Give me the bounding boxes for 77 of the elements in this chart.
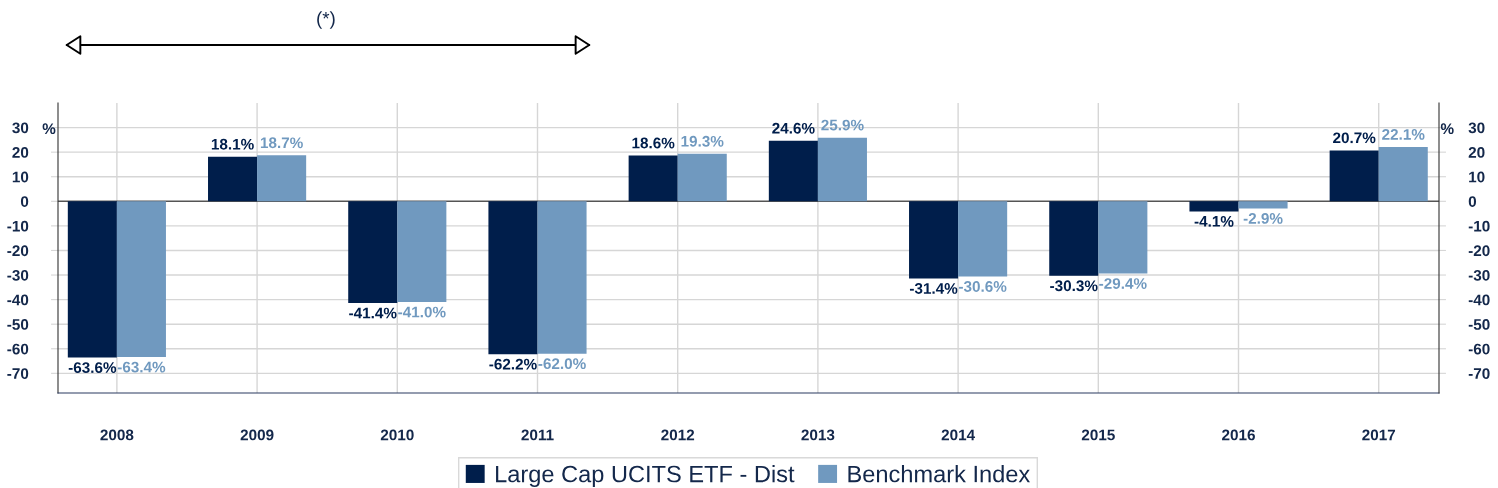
y-axis-title: % (42, 123, 56, 135)
bar (628, 155, 678, 202)
x-tick-label: 2014 (941, 429, 976, 441)
data-label: -2.9% (1243, 213, 1283, 224)
data-label: -31.4% (909, 283, 958, 294)
y2-tick-label: 30 (1468, 122, 1485, 134)
bar (768, 140, 818, 202)
y2-tick-label: -20 (1468, 245, 1490, 257)
data-label: 19.3% (681, 135, 724, 147)
data-label: 24.6% (772, 122, 815, 134)
y2-tick-label: -30 (1468, 269, 1490, 281)
bar (1098, 201, 1148, 274)
data-label: -63.4% (117, 361, 166, 373)
y-tick-label: 30 (12, 122, 29, 134)
bar (1238, 201, 1288, 209)
y-tick-label: 10 (12, 171, 29, 183)
x-tick-label: 2016 (1222, 429, 1255, 441)
y-tick-label: -50 (7, 319, 29, 330)
y-tick-label: -30 (7, 269, 29, 281)
y-tick-label: -70 (7, 368, 29, 380)
y-tick-label: -10 (7, 220, 29, 232)
data-label: -30.6% (959, 281, 1007, 292)
bar (958, 201, 1008, 277)
data-label: 18.1% (211, 138, 254, 150)
data-label: 20.7% (1333, 132, 1376, 144)
y-tick-label: 20 (12, 147, 29, 158)
x-tick-label: 2012 (661, 429, 695, 441)
data-label: 18.6% (632, 137, 675, 149)
y-tick-label: -60 (7, 343, 29, 355)
y2-tick-label: -60 (1468, 343, 1490, 355)
y2-tick-label: -10 (1468, 220, 1490, 232)
bar (348, 201, 398, 304)
bar (116, 201, 166, 358)
y2-tick-label: 0 (1468, 196, 1477, 207)
bar (488, 201, 538, 355)
bar (397, 201, 447, 303)
data-label: 18.7% (260, 137, 303, 149)
data-label: -41.0% (398, 306, 446, 318)
data-label: -62.2% (489, 358, 537, 370)
y2-tick-label: 20 (1468, 147, 1485, 158)
y2-axis-title: % (1440, 123, 1454, 135)
y2-tick-label: 10 (1469, 171, 1485, 183)
bar (1378, 146, 1428, 202)
y-tick-label: -20 (7, 245, 29, 257)
y2-tick-label: -70 (1468, 368, 1490, 380)
data-label: 25.9% (821, 119, 864, 131)
bar (677, 153, 727, 202)
legend-label: Benchmark Index (848, 465, 1030, 483)
x-tick-label: 2008 (100, 429, 134, 441)
data-label: -63.6% (68, 362, 117, 374)
x-tick-label: 2010 (380, 429, 414, 441)
bar (817, 137, 867, 202)
data-label: -41.4% (349, 307, 397, 319)
bar (208, 156, 258, 202)
bar (67, 201, 117, 358)
bar (1189, 201, 1239, 212)
legend-label: Large Cap UCITS ETF - Dist (496, 465, 795, 488)
y2-tick-label: -40 (1468, 294, 1490, 306)
x-tick-label: 2017 (1362, 429, 1396, 441)
data-label: -62.0% (538, 358, 586, 370)
data-label: -29.4% (1099, 278, 1147, 289)
bar (909, 201, 959, 279)
y-tick-label: 0 (20, 196, 29, 207)
x-tick-label: 2009 (240, 429, 274, 441)
bar (537, 201, 587, 354)
x-tick-label: 2013 (801, 429, 835, 441)
text: (*) (317, 11, 335, 29)
data-label: -30.3% (1050, 280, 1098, 292)
data-label: -4.1% (1194, 215, 1234, 227)
bar (1049, 201, 1099, 276)
bar (1329, 150, 1379, 202)
x-tick-label: 2015 (1081, 429, 1115, 441)
y-tick-label: -40 (7, 294, 29, 306)
y2-tick-label: -50 (1468, 319, 1490, 330)
x-tick-label: 2011 (521, 429, 554, 441)
bar (257, 155, 307, 202)
data-label: 22.1% (1382, 128, 1425, 140)
